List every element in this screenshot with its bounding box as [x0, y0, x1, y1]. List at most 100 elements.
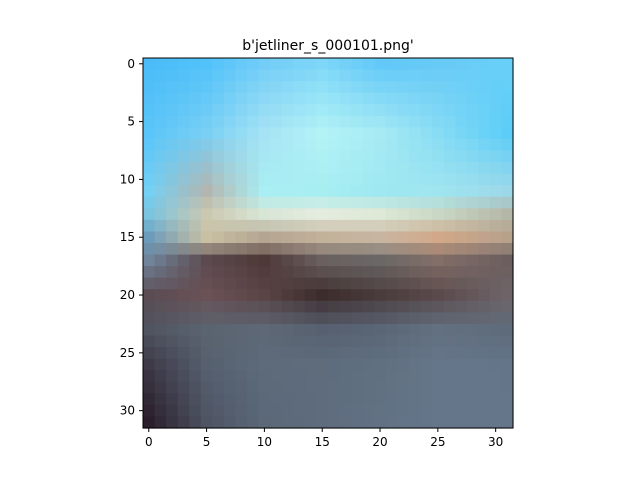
pixel-cell — [478, 370, 491, 383]
pixel-cell — [432, 173, 445, 186]
pixel-cell — [223, 127, 237, 140]
pixel-cell — [339, 104, 352, 117]
pixel-cell — [489, 138, 503, 152]
pixel-cell — [351, 347, 364, 360]
pixel-cell — [316, 254, 329, 267]
pixel-cell — [281, 323, 294, 337]
pixel-cell — [235, 92, 248, 105]
pixel-cell — [212, 231, 225, 244]
pixel-cell — [351, 243, 364, 256]
pixel-cell — [166, 381, 179, 394]
pixel-cell — [281, 185, 294, 198]
pixel-cell — [258, 150, 271, 163]
pixel-cell — [177, 81, 190, 94]
pixel-cell — [281, 347, 294, 360]
pixel-cell — [362, 300, 375, 313]
pixel-cell — [189, 92, 202, 105]
pixel-cell — [362, 312, 375, 325]
pixel-cell — [455, 347, 468, 360]
pixel-cell — [362, 416, 375, 429]
pixel-cell — [235, 219, 248, 233]
pixel-cell — [385, 323, 398, 337]
pixel-cell — [177, 370, 190, 383]
pixel-cell — [177, 277, 190, 290]
pixel-cell — [432, 266, 445, 279]
pixel-cell — [397, 127, 410, 140]
pixel-cell — [200, 115, 213, 128]
pixel-cell — [177, 173, 190, 186]
pixel-cell — [143, 138, 156, 152]
pixel-cell — [362, 104, 375, 117]
pixel-cell — [408, 219, 422, 233]
pixel-cell — [200, 266, 213, 279]
pixel-cell — [466, 115, 479, 128]
pixel-cell — [328, 312, 341, 325]
pixel-cell — [501, 254, 514, 267]
pixel-cell — [166, 231, 179, 244]
pixel-cell — [420, 323, 433, 337]
pixel-cell — [270, 323, 283, 337]
pixel-cell — [177, 243, 190, 256]
pixel-cell — [443, 347, 456, 360]
pixel-cell — [270, 358, 283, 371]
pixel-cell — [420, 231, 433, 244]
pixel-cell — [501, 323, 514, 337]
pixel-cell — [408, 127, 422, 140]
pixel-cell — [478, 393, 491, 406]
pixel-cell — [223, 370, 237, 383]
pixel-cell — [501, 208, 514, 221]
pixel-cell — [316, 104, 329, 117]
pixel-cell — [466, 289, 479, 302]
pixel-cell — [443, 358, 456, 371]
pixel-cell — [351, 115, 364, 128]
pixel-cell — [408, 92, 422, 105]
pixel-cell — [374, 243, 387, 256]
pixel-cell — [374, 370, 387, 383]
pixel-cell — [501, 370, 514, 383]
pixel-cell — [247, 138, 260, 152]
pixel-cell — [304, 81, 318, 94]
pixel-cell — [270, 185, 283, 198]
pixel-cell — [223, 358, 237, 371]
pixel-cell — [200, 312, 213, 325]
x-tick-label: 20 — [372, 435, 387, 449]
pixel-cell — [328, 138, 341, 152]
pixel-cell — [143, 150, 156, 163]
pixel-cell — [212, 219, 225, 233]
pixel-cell — [455, 358, 468, 371]
pixel-cell — [432, 416, 445, 429]
pixel-cell — [258, 404, 271, 418]
pixel-cell — [397, 115, 410, 128]
pixel-cell — [223, 173, 237, 186]
pixel-cell — [247, 266, 260, 279]
pixel-cell — [466, 404, 479, 418]
pixel-cell — [166, 150, 179, 163]
pixel-cell — [339, 162, 352, 175]
pixel-cell — [154, 323, 167, 337]
pixel-cell — [351, 138, 364, 152]
pixel-cell — [408, 323, 422, 337]
pixel-cell — [166, 243, 179, 256]
pixel-cell — [362, 266, 375, 279]
pixel-cell — [466, 150, 479, 163]
pixel-cell — [166, 335, 179, 348]
pixel-cell — [420, 173, 433, 186]
pixel-cell — [385, 185, 398, 198]
pixel-cell — [316, 323, 329, 337]
pixel-cell — [478, 115, 491, 128]
pixel-cell — [293, 347, 306, 360]
pixel-cell — [235, 370, 248, 383]
pixel-cell — [351, 104, 364, 117]
pixel-cell — [362, 243, 375, 256]
pixel-cell — [247, 208, 260, 221]
pixel-cell — [408, 185, 422, 198]
pixel-cell — [466, 69, 479, 82]
pixel-cell — [281, 58, 294, 71]
pixel-cell — [339, 323, 352, 337]
pixel-cell — [328, 289, 341, 302]
pixel-cell — [478, 92, 491, 105]
pixel-cell — [166, 266, 179, 279]
pixel-cell — [397, 150, 410, 163]
pixel-cell — [247, 81, 260, 94]
pixel-cell — [339, 208, 352, 221]
